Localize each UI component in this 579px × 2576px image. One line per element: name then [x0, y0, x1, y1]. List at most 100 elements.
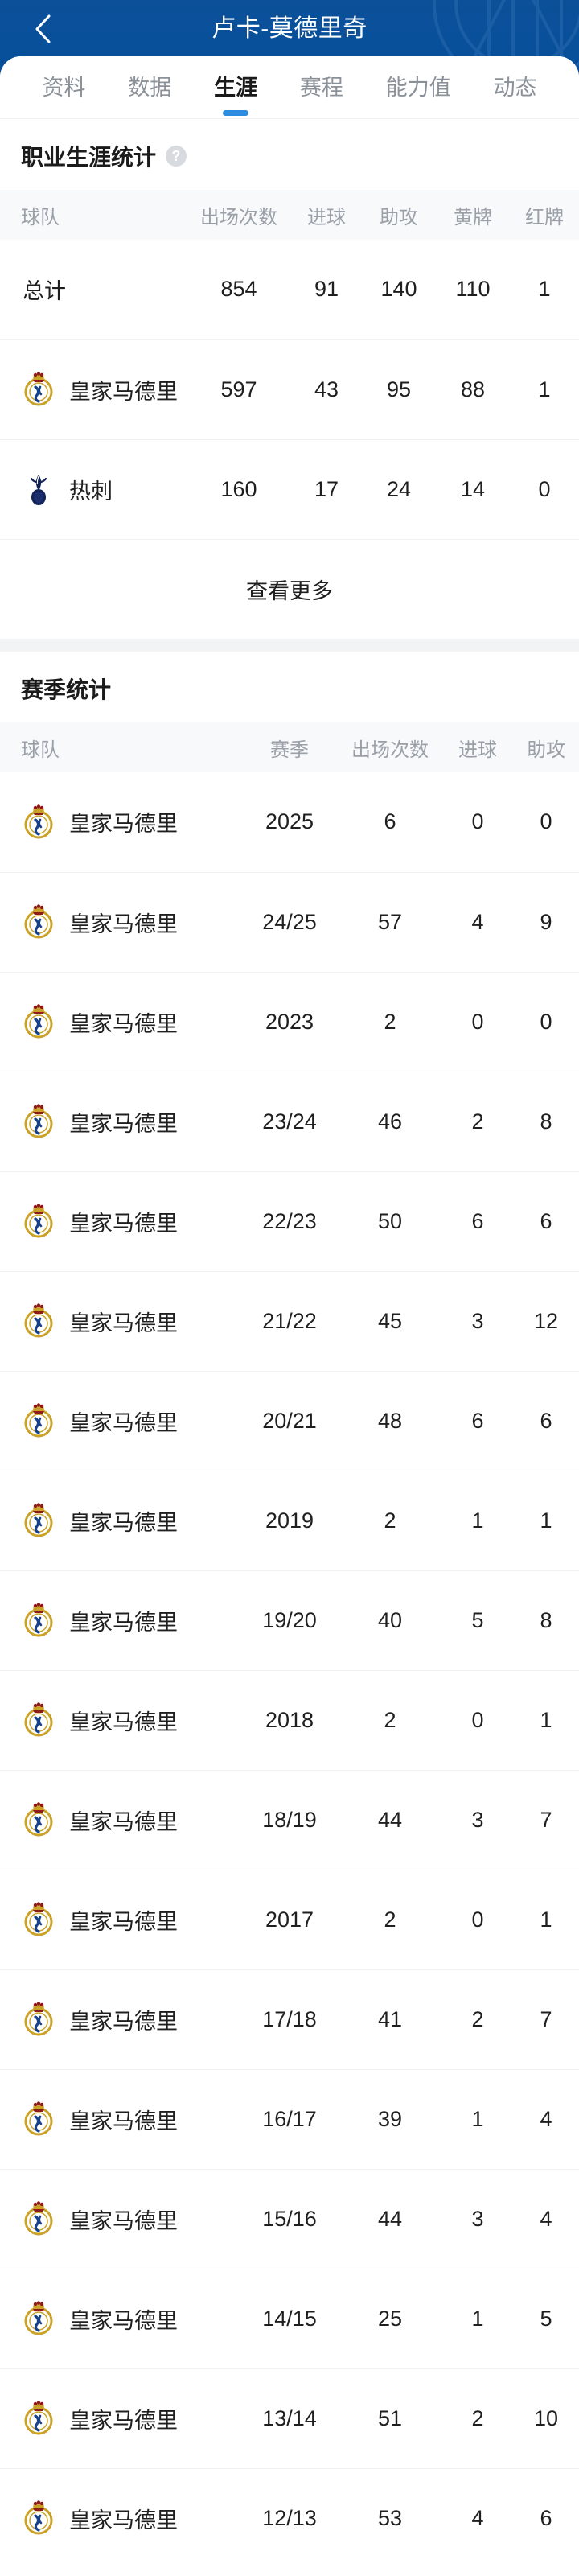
- team-name: 皇家马德里: [69, 2009, 178, 2034]
- table-row[interactable]: 总计 854 91 140 110 1: [0, 240, 579, 340]
- table-row[interactable]: 皇家马德里 22/23 50 6 6: [0, 1171, 579, 1272]
- season-assists: 0: [513, 972, 579, 1072]
- career-appearances: 160: [187, 439, 291, 540]
- season-row-team-cell: 皇家马德里: [0, 1072, 241, 1172]
- season-appearances: 57: [338, 872, 442, 973]
- season-row-team-cell: 皇家马德里: [0, 1570, 241, 1671]
- real-madrid-crest-icon: [24, 1802, 53, 1837]
- table-row[interactable]: 皇家马德里 15/16 44 3 4: [0, 2169, 579, 2269]
- career-appearances: 597: [187, 339, 291, 440]
- season-goals: 4: [442, 2468, 513, 2568]
- table-row[interactable]: 皇家马德里 13/14 51 2 10: [0, 2368, 579, 2469]
- season-value: 18/19: [241, 1770, 338, 1870]
- career-view-more-row[interactable]: 查看更多: [0, 539, 579, 639]
- season-value: 2025: [241, 772, 338, 873]
- table-row[interactable]: 皇家马德里 2018 2 0 1: [0, 1670, 579, 1771]
- team-name: 皇家马德里: [69, 1011, 178, 1036]
- career-col-yellow: 黄牌: [436, 190, 510, 240]
- season-goals: 3: [442, 1770, 513, 1870]
- career-assists: 95: [362, 339, 436, 440]
- career-appearances: 854: [187, 240, 291, 340]
- team-name: 皇家马德里: [69, 911, 178, 936]
- tab-dongtai[interactable]: 动态: [472, 68, 558, 119]
- real-madrid-crest-icon: [24, 1403, 53, 1438]
- season-assists: 4: [513, 2069, 579, 2170]
- table-row[interactable]: 热刺 160 17 24 14 0: [0, 439, 579, 540]
- season-goals: 2: [442, 2368, 513, 2469]
- season-row-team-cell: 皇家马德里: [0, 1271, 241, 1372]
- view-more-button[interactable]: 查看更多: [0, 539, 579, 639]
- season-table-header-row: 球队 赛季 出场次数 进球 助攻: [0, 722, 579, 772]
- table-row[interactable]: 皇家马德里 12/13 53 4 6: [0, 2468, 579, 2568]
- real-madrid-crest-icon: [24, 1303, 53, 1338]
- season-assists: 10: [513, 2368, 579, 2469]
- season-assists: 8: [513, 1072, 579, 1172]
- tab-ziliao[interactable]: 资料: [21, 68, 107, 119]
- season-appearances: 39: [338, 2069, 442, 2170]
- table-row[interactable]: 皇家马德里 17/18 41 2 7: [0, 1969, 579, 2070]
- season-row-team-cell: 皇家马德里: [0, 1471, 241, 1571]
- season-value: 19/20: [241, 1570, 338, 1671]
- real-madrid-crest-icon: [24, 1204, 53, 1238]
- season-goals: 6: [442, 1171, 513, 1272]
- table-row[interactable]: 皇家马德里 2025 6 0 0: [0, 772, 579, 873]
- season-row-team-cell: 皇家马德里: [0, 1171, 241, 1272]
- table-row[interactable]: 皇家马德里 19/20 40 5 8: [0, 1570, 579, 1671]
- tab-label: 能力值: [385, 75, 451, 100]
- table-row[interactable]: 皇家马德里 16/17 39 1 4: [0, 2069, 579, 2170]
- question-mark-icon[interactable]: ?: [166, 146, 187, 167]
- season-row-team-cell: 皇家马德里: [0, 1870, 241, 1970]
- season-value: 13/14: [241, 2368, 338, 2469]
- season-goals: 6: [442, 1371, 513, 1471]
- season-appearances: 40: [338, 1570, 442, 1671]
- season-appearances: 44: [338, 2169, 442, 2269]
- table-row[interactable]: 皇家马德里 18/19 44 3 7: [0, 1770, 579, 1870]
- table-row[interactable]: 皇家马德里 20/21 48 6 6: [0, 1371, 579, 1471]
- career-col-appearances: 出场次数: [187, 190, 291, 240]
- season-goals: 0: [442, 972, 513, 1072]
- season-assists: 7: [513, 1969, 579, 2070]
- tab-shengya[interactable]: 生涯: [193, 68, 279, 119]
- season-col-assists: 助攻: [513, 722, 579, 772]
- season-assists: 8: [513, 1570, 579, 1671]
- season-goals: 0: [442, 772, 513, 873]
- season-assists: 12: [513, 1271, 579, 1372]
- table-row[interactable]: 皇家马德里 23/24 46 2 8: [0, 1072, 579, 1172]
- table-row[interactable]: 皇家马德里 14/15 25 1 5: [0, 2269, 579, 2369]
- season-assists: 6: [513, 1371, 579, 1471]
- season-row-team-cell: 皇家马德里: [0, 1670, 241, 1771]
- season-assists: 1: [513, 1870, 579, 1970]
- season-value: 12/13: [241, 2468, 338, 2568]
- season-goals: 1: [442, 1471, 513, 1571]
- tab-nenglizhi[interactable]: 能力值: [364, 68, 472, 119]
- tab-saicheng[interactable]: 赛程: [278, 68, 364, 119]
- table-row[interactable]: 皇家马德里 24/25 57 4 9: [0, 872, 579, 973]
- real-madrid-crest-icon: [24, 2201, 53, 2236]
- team-name: 皇家马德里: [69, 1610, 178, 1635]
- season-goals: 5: [442, 1570, 513, 1671]
- real-madrid-crest-icon: [24, 1104, 53, 1138]
- table-row[interactable]: 皇家马德里 2017 2 0 1: [0, 1870, 579, 1970]
- season-value: 23/24: [241, 1072, 338, 1172]
- career-row-team-cell: 热刺: [0, 439, 187, 540]
- team-name: 皇家马德里: [69, 2508, 178, 2533]
- team-name: 皇家马德里: [69, 1410, 178, 1435]
- table-row[interactable]: 皇家马德里 21/22 45 3 12: [0, 1271, 579, 1372]
- career-assists: 24: [362, 439, 436, 540]
- real-madrid-crest-icon: [24, 1902, 53, 1936]
- real-madrid-crest-icon: [24, 2301, 53, 2335]
- season-appearances: 2: [338, 1471, 442, 1571]
- team-name: 总计: [23, 279, 66, 304]
- season-goals: 1: [442, 2269, 513, 2369]
- career-red: 1: [510, 240, 579, 340]
- career-yellow: 88: [436, 339, 510, 440]
- career-red: 0: [510, 439, 579, 540]
- table-row[interactable]: 皇家马德里 2023 2 0 0: [0, 972, 579, 1072]
- table-row[interactable]: 皇家马德里 2019 2 1 1: [0, 1471, 579, 1571]
- tab-shuju[interactable]: 数据: [107, 68, 193, 119]
- season-value: 2018: [241, 1670, 338, 1771]
- bottom-spacer: [0, 2568, 579, 2576]
- season-appearances: 25: [338, 2269, 442, 2369]
- table-row[interactable]: 皇家马德里 597 43 95 88 1: [0, 339, 579, 440]
- back-button[interactable]: [19, 5, 68, 53]
